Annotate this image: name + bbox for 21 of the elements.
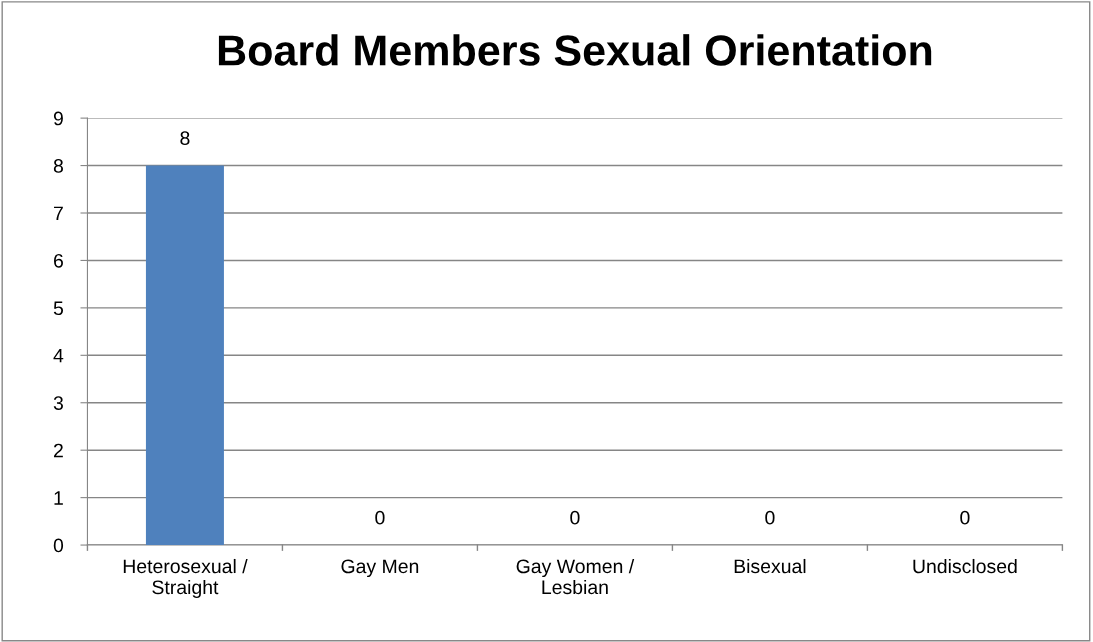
y-tick-label: 9 (53, 111, 63, 126)
y-tick-label: 8 (53, 159, 63, 173)
chart-title: Board Members Sexual Orientation (218, 34, 932, 66)
data-label: 0 (570, 510, 580, 525)
x-tick-label: Heterosexual / Straight (123, 558, 248, 599)
y-tick-label: 5 (53, 301, 64, 316)
x-tick-label: Bisexual (734, 558, 806, 574)
y-tick-label: 6 (54, 253, 63, 268)
data-label: 0 (765, 510, 775, 525)
y-tick-label: 1 (54, 491, 63, 505)
x-tick-label: Gay Women / Lesbian (516, 558, 635, 595)
data-label: 0 (375, 510, 385, 525)
y-tick-label: 4 (53, 348, 64, 363)
data-label: 0 (960, 510, 970, 525)
y-tick-label: 7 (54, 206, 63, 221)
x-tick-label: Gay Men (341, 559, 419, 578)
data-label: 8 (180, 131, 190, 146)
x-tick-label: Undisclosed (913, 558, 1017, 574)
y-tick-label: 2 (53, 443, 63, 458)
y-tick-label: 3 (53, 396, 63, 410)
y-tick-label: 0 (53, 538, 64, 553)
